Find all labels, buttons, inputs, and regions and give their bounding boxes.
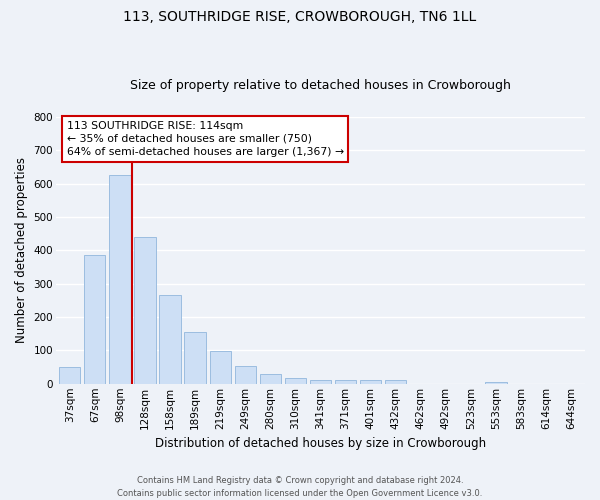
Bar (285, 378, 306, 384)
Bar (335, 380, 356, 384)
Bar (84, 256, 106, 384)
Bar (109, 175, 131, 384)
Text: 113 SOUTHRIDGE RISE: 114sqm
← 35% of detached houses are smaller (750)
64% of se: 113 SOUTHRIDGE RISE: 114sqm ← 35% of det… (67, 121, 344, 157)
Bar (235, 366, 256, 384)
Bar (385, 380, 406, 384)
Bar (59, 367, 80, 384)
Y-axis label: Number of detached properties: Number of detached properties (15, 158, 28, 344)
Bar (184, 332, 206, 384)
Bar (310, 380, 331, 384)
X-axis label: Distribution of detached houses by size in Crowborough: Distribution of detached houses by size … (155, 437, 486, 450)
Bar (160, 296, 181, 384)
Text: Contains HM Land Registry data © Crown copyright and database right 2024.
Contai: Contains HM Land Registry data © Crown c… (118, 476, 482, 498)
Bar (260, 374, 281, 384)
Bar (209, 352, 231, 384)
Bar (134, 237, 155, 384)
Title: Size of property relative to detached houses in Crowborough: Size of property relative to detached ho… (130, 79, 511, 92)
Bar (485, 382, 506, 384)
Bar (360, 380, 381, 384)
Text: 113, SOUTHRIDGE RISE, CROWBOROUGH, TN6 1LL: 113, SOUTHRIDGE RISE, CROWBOROUGH, TN6 1… (124, 10, 476, 24)
